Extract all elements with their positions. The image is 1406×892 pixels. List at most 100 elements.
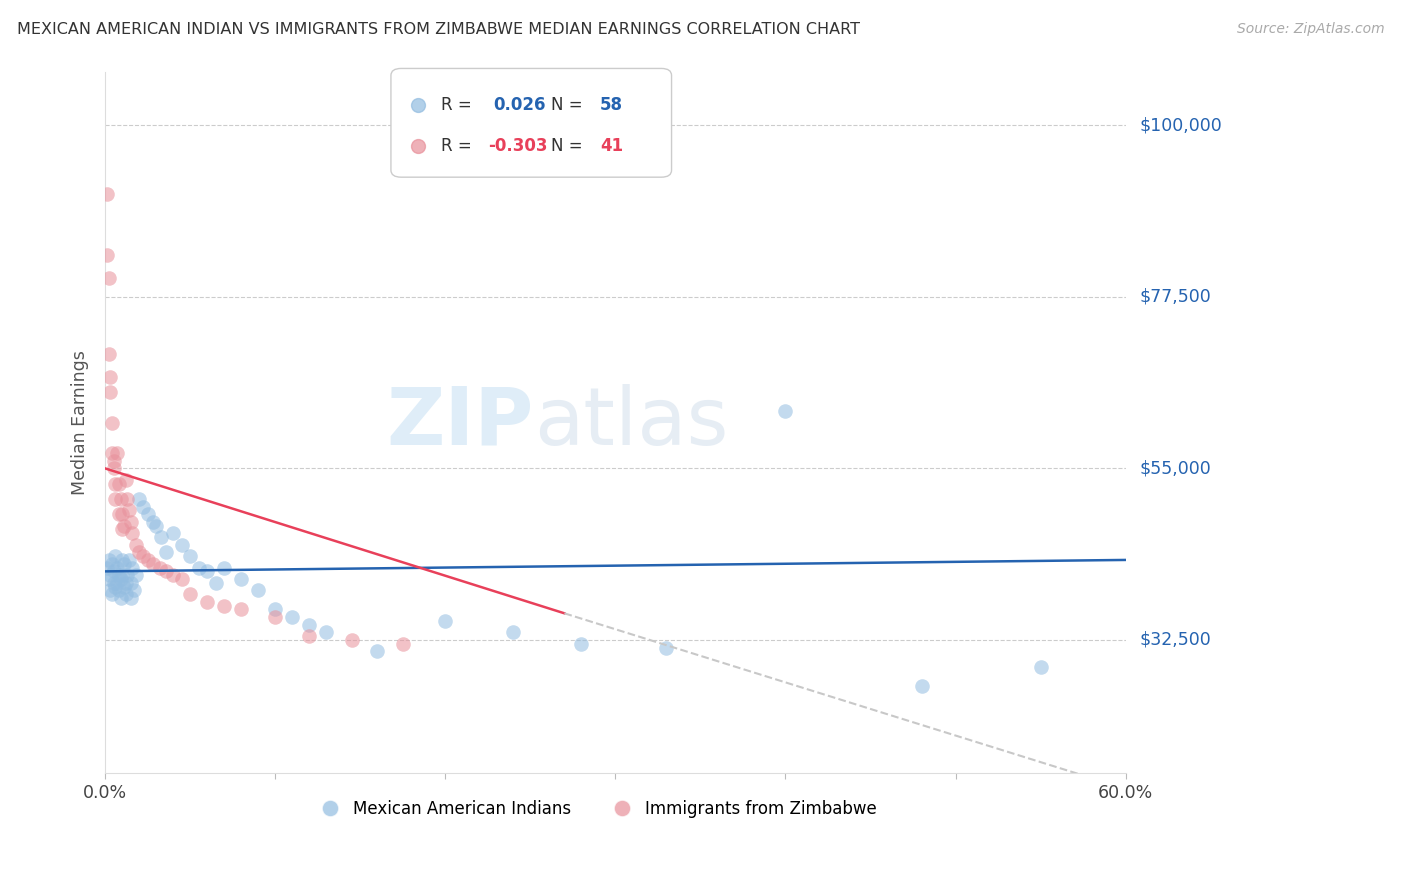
- Point: [103, 461, 125, 475]
- Point: [96, 186, 118, 201]
- Point: [120, 591, 142, 605]
- Point: [98, 568, 121, 582]
- Point: [392, 637, 415, 651]
- Point: [775, 404, 797, 418]
- Point: [122, 583, 145, 598]
- Point: [434, 614, 457, 628]
- Y-axis label: Median Earnings: Median Earnings: [72, 351, 89, 495]
- Point: [128, 491, 150, 506]
- Point: [101, 446, 124, 460]
- Text: R =: R =: [441, 136, 477, 154]
- Point: [112, 518, 135, 533]
- Text: -0.303: -0.303: [488, 136, 547, 154]
- Point: [264, 602, 287, 616]
- Point: [131, 549, 153, 563]
- Point: [298, 629, 321, 643]
- Point: [108, 476, 131, 491]
- Point: [97, 572, 120, 586]
- Point: [142, 557, 165, 571]
- Point: [120, 575, 142, 590]
- Point: [131, 500, 153, 514]
- Point: [298, 617, 321, 632]
- Point: [101, 416, 124, 430]
- Point: [111, 553, 134, 567]
- Text: ZIP: ZIP: [387, 384, 534, 462]
- Point: [121, 526, 143, 541]
- Point: [195, 565, 218, 579]
- Point: [104, 491, 127, 506]
- Point: [114, 587, 136, 601]
- Text: N =: N =: [551, 96, 588, 114]
- Point: [179, 587, 201, 601]
- Point: [1029, 659, 1052, 673]
- Point: [105, 560, 128, 574]
- Point: [103, 575, 125, 590]
- Point: [170, 572, 193, 586]
- Text: 58: 58: [600, 96, 623, 114]
- Point: [264, 610, 287, 624]
- Text: $100,000: $100,000: [1139, 116, 1222, 135]
- Point: [118, 553, 141, 567]
- Point: [98, 370, 121, 384]
- Point: [96, 248, 118, 262]
- Point: [97, 347, 120, 361]
- Text: atlas: atlas: [534, 384, 728, 462]
- Legend: Mexican American Indians, Immigrants from Zimbabwe: Mexican American Indians, Immigrants fro…: [307, 793, 883, 825]
- Point: [214, 560, 236, 574]
- Point: [103, 565, 125, 579]
- Point: [366, 644, 388, 658]
- Point: [195, 595, 218, 609]
- Text: $32,500: $32,500: [1139, 631, 1212, 649]
- Point: [170, 538, 193, 552]
- Point: [98, 385, 121, 400]
- Point: [108, 583, 131, 598]
- Point: [149, 560, 172, 574]
- Text: N =: N =: [551, 136, 588, 154]
- Point: [112, 580, 135, 594]
- FancyBboxPatch shape: [391, 69, 672, 178]
- Point: [204, 575, 226, 590]
- Point: [114, 473, 136, 487]
- Point: [571, 637, 593, 651]
- Point: [112, 557, 135, 571]
- Point: [105, 575, 128, 590]
- Point: [111, 523, 134, 537]
- Point: [101, 557, 124, 571]
- Point: [655, 640, 678, 655]
- Point: [117, 568, 139, 582]
- Point: [120, 515, 142, 529]
- Text: 41: 41: [600, 136, 623, 154]
- Point: [247, 583, 270, 598]
- Point: [105, 446, 128, 460]
- Point: [110, 572, 132, 586]
- Point: [187, 560, 209, 574]
- Point: [121, 560, 143, 574]
- Point: [281, 610, 304, 624]
- Text: $77,500: $77,500: [1139, 288, 1212, 306]
- Point: [97, 553, 120, 567]
- Point: [502, 625, 524, 640]
- Point: [910, 679, 932, 693]
- Point: [231, 572, 253, 586]
- Point: [97, 270, 120, 285]
- Point: [98, 583, 121, 598]
- Point: [114, 575, 136, 590]
- Point: [179, 549, 201, 563]
- Point: [117, 491, 139, 506]
- Point: [104, 476, 127, 491]
- Point: [136, 507, 159, 521]
- Point: [111, 507, 134, 521]
- Point: [155, 545, 177, 559]
- Point: [104, 549, 127, 563]
- Point: [128, 545, 150, 559]
- Point: [340, 632, 363, 647]
- Point: [111, 568, 134, 582]
- Point: [108, 568, 131, 582]
- Point: [162, 526, 184, 541]
- Text: $55,000: $55,000: [1139, 459, 1212, 477]
- Point: [162, 568, 184, 582]
- Point: [103, 454, 125, 468]
- Point: [96, 560, 118, 574]
- Point: [145, 518, 167, 533]
- Point: [108, 507, 131, 521]
